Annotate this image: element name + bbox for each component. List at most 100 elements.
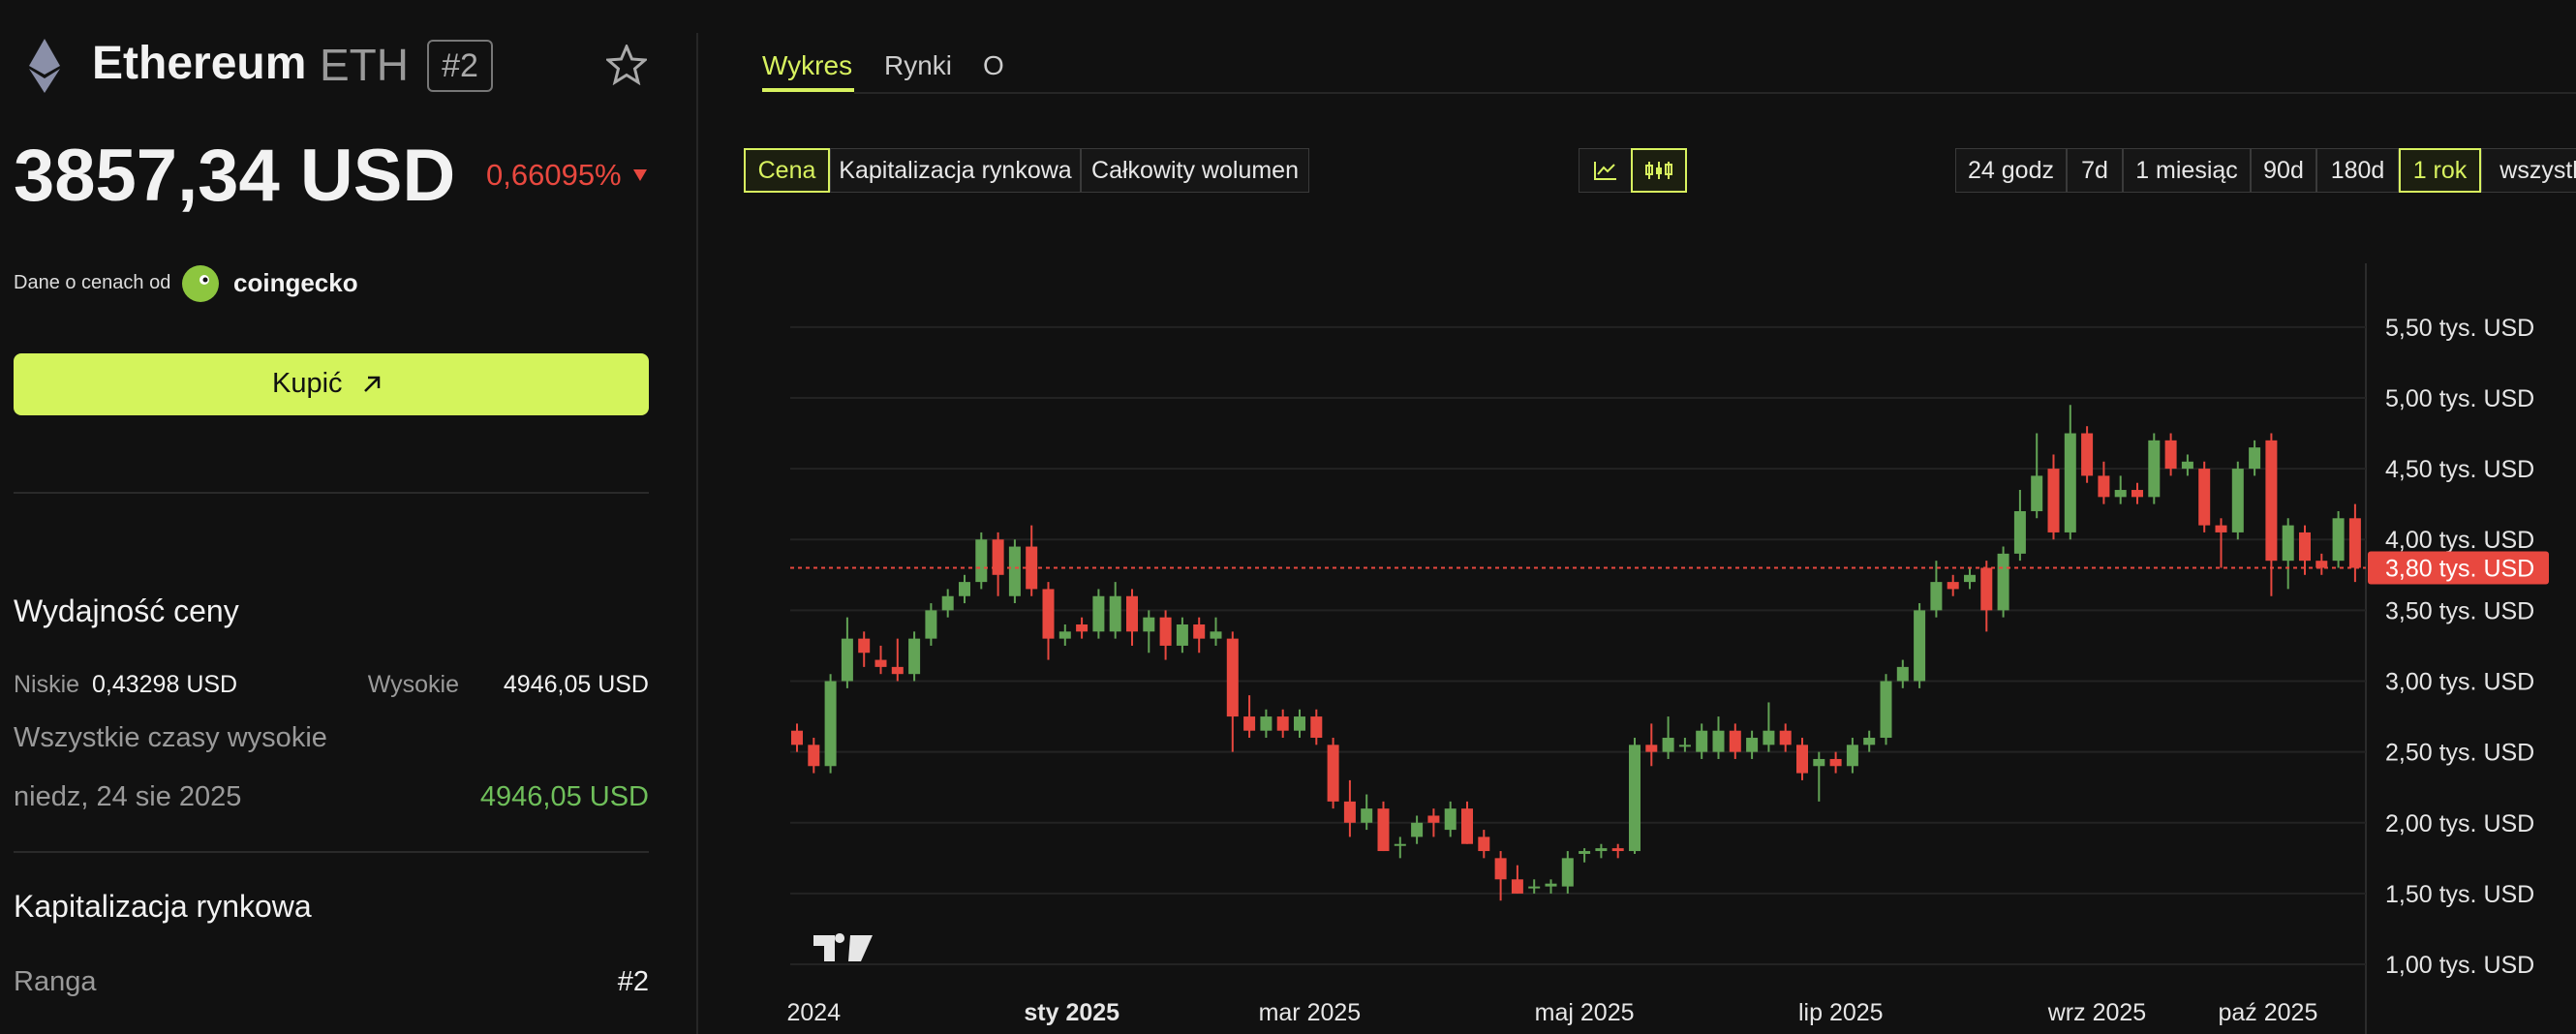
candle-body (1880, 681, 1892, 739)
x-tick-label: sty 2025 (1024, 999, 1119, 1026)
candle-body (2249, 447, 2261, 470)
candle-body (1611, 848, 1624, 852)
rank-label: Ranga (14, 966, 97, 997)
candle-body (2265, 440, 2278, 562)
candle-body (1712, 730, 1725, 752)
candle-body (1964, 574, 1976, 583)
candle-body (2047, 469, 2060, 532)
section-title: Kapitalizacja rynkowa (14, 889, 312, 924)
candle-body (2198, 469, 2211, 526)
candle-body (1427, 815, 1440, 823)
candle-body (1678, 745, 1691, 747)
candle-body (1109, 595, 1121, 632)
rank-badge: #2 (427, 40, 493, 92)
candle-chart-toggle[interactable] (1631, 148, 1687, 193)
y-tick-label: 3,00 tys. USD (2385, 669, 2534, 696)
candle-body (1478, 836, 1490, 852)
metric-button[interactable]: Cena (744, 148, 830, 193)
candle-body (1662, 738, 1674, 752)
candle-body (1461, 808, 1473, 844)
candle-body (1896, 666, 1909, 682)
candle-body (2131, 490, 2143, 498)
range-button[interactable]: 1 miesiąc (2123, 148, 2251, 193)
candle-body (1930, 582, 1943, 611)
metric-button[interactable]: Kapitalizacja rynkowa (830, 148, 1081, 193)
y-tick-label: 4,50 tys. USD (2385, 456, 2534, 483)
range-button[interactable]: 7d (2067, 148, 2123, 193)
y-tick-label: 1,00 tys. USD (2385, 952, 2534, 979)
candle-body (1914, 610, 1926, 682)
buy-label[interactable]: Kupić (272, 368, 343, 399)
candle-body (2164, 440, 2177, 470)
candle-body (1829, 758, 1842, 767)
candle-body (791, 730, 803, 745)
candle-body (2181, 461, 2193, 470)
range-button[interactable]: 180d (2316, 148, 2399, 193)
candle-body (959, 582, 970, 596)
down-arrow (633, 169, 647, 181)
candle-body (1327, 745, 1339, 802)
metric-button[interactable]: Całkowity wolumen (1081, 148, 1309, 193)
candle-body (1997, 553, 2009, 611)
coin-symbol: ETH (320, 40, 409, 90)
y-tick-label: 3,50 tys. USD (2385, 597, 2534, 624)
range-button[interactable]: 1 rok (2399, 148, 2481, 193)
y-tick-label: 5,00 tys. USD (2385, 385, 2534, 412)
candle-body (1595, 848, 1608, 852)
x-tick-label: mar 2025 (1259, 999, 1362, 1026)
candle-body (975, 539, 988, 583)
candle-body (1645, 745, 1658, 752)
candle-body (908, 638, 921, 675)
candle-body (1813, 758, 1825, 767)
tab[interactable]: O (983, 50, 1004, 80)
favorite-star[interactable] (606, 45, 647, 85)
coingecko-logo (182, 265, 219, 302)
candle-body (1528, 886, 1541, 889)
candle-body (1143, 617, 1155, 632)
current-price-label: 3,80 tys. USD (2385, 555, 2534, 582)
y-tick-label: 5,50 tys. USD (2385, 315, 2534, 342)
candle-body (1310, 716, 1323, 739)
range-button[interactable]: 90d (2251, 148, 2316, 193)
candle-body (1729, 730, 1741, 752)
y-tick-label: 2,50 tys. USD (2385, 740, 2534, 767)
candle-body (858, 638, 871, 654)
x-tick-label: lip 2025 (1798, 999, 1884, 1026)
y-tick-label: 4,00 tys. USD (2385, 527, 2534, 554)
x-tick-label: paź 2025 (2219, 999, 2318, 1026)
candle-body (2081, 433, 2094, 476)
buy-button[interactable] (14, 353, 649, 415)
candle-body (2098, 475, 2110, 498)
divider (14, 492, 649, 494)
candle-body (891, 666, 904, 675)
candle-body (941, 595, 954, 611)
source-label: Dane o cenach od (14, 272, 171, 293)
candle-body (1226, 638, 1239, 717)
candle-body (1561, 858, 1574, 887)
low-value: 0,43298 USD (92, 671, 238, 698)
provider: coingecko (233, 268, 358, 297)
candle-body (1545, 883, 1557, 887)
candle-body (2231, 469, 2244, 532)
range-button[interactable]: wszystko (2481, 148, 2576, 193)
line-chart-toggle[interactable] (1579, 148, 1633, 193)
range-button[interactable]: 24 godz (1955, 148, 2067, 193)
external-arrow (364, 376, 381, 392)
candle-body (2282, 525, 2294, 562)
tab[interactable]: Wykres (762, 50, 853, 80)
candle-body (1361, 808, 1373, 823)
x-tick-label: 2024 (786, 999, 841, 1026)
candle-body (1629, 745, 1641, 852)
candle-body (2031, 475, 2043, 511)
candle-body (1276, 716, 1289, 731)
candle-body (2332, 518, 2345, 562)
candle-body (1092, 595, 1105, 632)
candle-body (1511, 879, 1523, 894)
candle-body (1411, 822, 1424, 837)
candle-body (1058, 631, 1071, 639)
x-tick-label: maj 2025 (1535, 999, 1635, 1026)
price-change: 0,66095% (486, 158, 622, 192)
tab[interactable]: Rynki (884, 50, 953, 80)
